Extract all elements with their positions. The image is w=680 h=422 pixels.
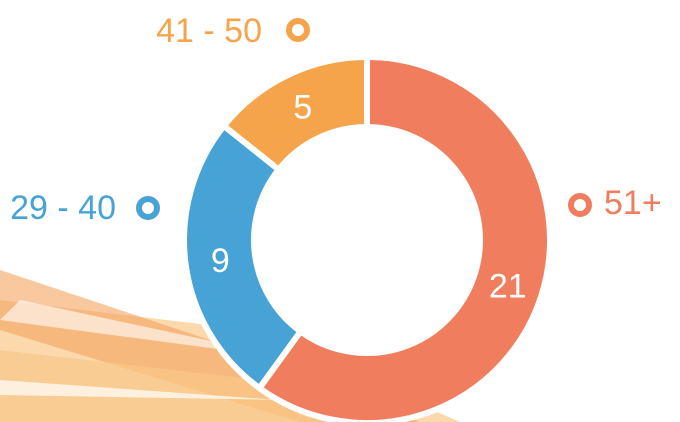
value-label: 5 bbox=[293, 89, 312, 127]
legend-marker bbox=[286, 18, 310, 42]
legend-label: 51+ bbox=[604, 184, 662, 222]
value-label: 21 bbox=[489, 268, 527, 306]
legend-label: 29 - 40 bbox=[10, 189, 116, 227]
donut-hole bbox=[254, 127, 480, 353]
legend-marker bbox=[136, 196, 160, 220]
donut-segment bbox=[181, 121, 305, 393]
legend-marker bbox=[568, 193, 592, 217]
value-label: 9 bbox=[211, 242, 230, 280]
legend-label: 41 - 50 bbox=[156, 12, 262, 50]
